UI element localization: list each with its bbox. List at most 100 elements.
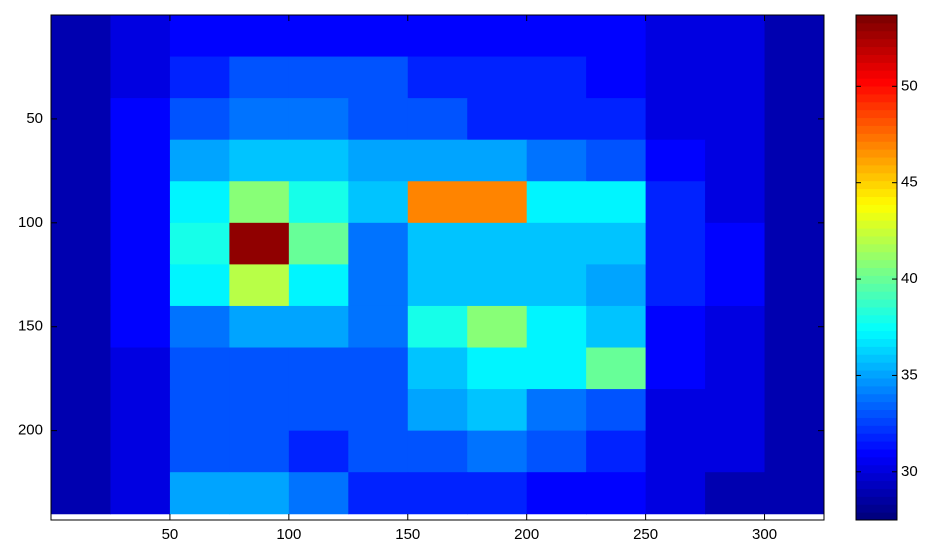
heat-cell bbox=[110, 348, 170, 390]
colorbar-swatch bbox=[856, 291, 897, 299]
colorbar-swatch bbox=[856, 346, 897, 354]
heat-cell bbox=[586, 306, 646, 348]
heat-cell bbox=[289, 140, 349, 182]
heat-cell bbox=[765, 306, 825, 348]
x-tick-label: 100 bbox=[276, 526, 301, 543]
x-tick-label: 150 bbox=[395, 526, 420, 543]
colorbar-swatch bbox=[856, 410, 897, 418]
y-tick-label: 150 bbox=[18, 318, 43, 335]
heat-cell bbox=[170, 223, 230, 265]
colorbar-swatch bbox=[856, 512, 897, 520]
heat-cell bbox=[51, 181, 111, 223]
heat-cell bbox=[586, 389, 646, 431]
heat-cell bbox=[51, 431, 111, 473]
colorbar-swatch bbox=[856, 473, 897, 481]
heat-cell bbox=[289, 389, 349, 431]
heat-cell bbox=[705, 140, 765, 182]
heat-cell bbox=[646, 15, 706, 57]
heat-cell bbox=[527, 348, 587, 390]
heat-cell bbox=[289, 264, 349, 306]
colorbar-swatch bbox=[856, 378, 897, 386]
heat-cell bbox=[51, 223, 111, 265]
heat-cell bbox=[229, 15, 289, 57]
colorbar-swatch bbox=[856, 339, 897, 347]
heat-cell bbox=[527, 389, 587, 431]
colorbar-swatch bbox=[856, 504, 897, 512]
colorbar-swatch bbox=[856, 133, 897, 141]
heat-cell bbox=[765, 431, 825, 473]
colorbar-swatch bbox=[856, 157, 897, 165]
heat-cell bbox=[51, 264, 111, 306]
heat-cell bbox=[348, 98, 408, 140]
heat-cell bbox=[170, 472, 230, 514]
colorbar-swatch bbox=[856, 386, 897, 394]
colorbar-swatch bbox=[856, 449, 897, 457]
colorbar-swatch bbox=[856, 220, 897, 228]
heat-cell bbox=[765, 389, 825, 431]
heat-cell bbox=[170, 181, 230, 223]
heat-cell bbox=[348, 348, 408, 390]
heat-cell bbox=[586, 223, 646, 265]
heat-cell bbox=[289, 57, 349, 99]
heat-cell bbox=[467, 181, 527, 223]
colorbar-swatch bbox=[856, 125, 897, 133]
colorbar-swatch bbox=[856, 78, 897, 86]
heat-cell bbox=[527, 472, 587, 514]
colorbar-swatch bbox=[856, 236, 897, 244]
colorbar-swatch bbox=[856, 354, 897, 362]
heat-cell bbox=[170, 306, 230, 348]
heat-cell bbox=[170, 389, 230, 431]
heat-cell bbox=[527, 223, 587, 265]
heat-cell bbox=[408, 181, 468, 223]
heat-cell bbox=[170, 98, 230, 140]
x-tick-label: 200 bbox=[514, 526, 539, 543]
colorbar-swatch bbox=[856, 481, 897, 489]
heat-cell bbox=[408, 57, 468, 99]
heat-cell bbox=[765, 472, 825, 514]
heat-cell bbox=[51, 140, 111, 182]
colorbar-swatch bbox=[856, 425, 897, 433]
heat-cell bbox=[765, 264, 825, 306]
heat-cell bbox=[646, 306, 706, 348]
heat-cell bbox=[705, 181, 765, 223]
colorbar-swatch bbox=[856, 441, 897, 449]
heat-cell bbox=[229, 264, 289, 306]
colorbar-swatch bbox=[856, 94, 897, 102]
heat-cell bbox=[348, 264, 408, 306]
heat-cell bbox=[646, 472, 706, 514]
heat-cell bbox=[170, 15, 230, 57]
heat-cell bbox=[348, 57, 408, 99]
colorbar-swatch bbox=[856, 31, 897, 39]
colorbar-swatch bbox=[856, 212, 897, 220]
heat-cell bbox=[229, 472, 289, 514]
heat-cell bbox=[765, 348, 825, 390]
colorbar-swatch bbox=[856, 110, 897, 118]
heat-cell bbox=[467, 306, 527, 348]
heat-cell bbox=[467, 98, 527, 140]
heat-cell bbox=[348, 181, 408, 223]
colorbar-swatch bbox=[856, 15, 897, 23]
heat-cell bbox=[408, 431, 468, 473]
heat-cell bbox=[110, 181, 170, 223]
heat-cell bbox=[289, 348, 349, 390]
heat-cell bbox=[646, 223, 706, 265]
heat-cell bbox=[110, 389, 170, 431]
colorbar-swatch bbox=[856, 70, 897, 78]
colorbar-swatch bbox=[856, 173, 897, 181]
y-tick-label: 200 bbox=[18, 422, 43, 439]
heat-cell bbox=[170, 348, 230, 390]
colorbar-tick-label: 40 bbox=[901, 270, 918, 287]
heat-cell bbox=[110, 140, 170, 182]
heat-cell bbox=[646, 389, 706, 431]
colorbar-swatch bbox=[856, 149, 897, 157]
heat-cell bbox=[170, 264, 230, 306]
heat-cell bbox=[527, 306, 587, 348]
heat-cell bbox=[229, 140, 289, 182]
colorbar-swatch bbox=[856, 275, 897, 283]
heat-cell bbox=[646, 57, 706, 99]
heat-cell bbox=[765, 15, 825, 57]
colorbar-tick-label: 30 bbox=[901, 463, 918, 480]
heat-cell bbox=[705, 98, 765, 140]
heat-cell bbox=[527, 15, 587, 57]
x-tick-label: 250 bbox=[633, 526, 658, 543]
